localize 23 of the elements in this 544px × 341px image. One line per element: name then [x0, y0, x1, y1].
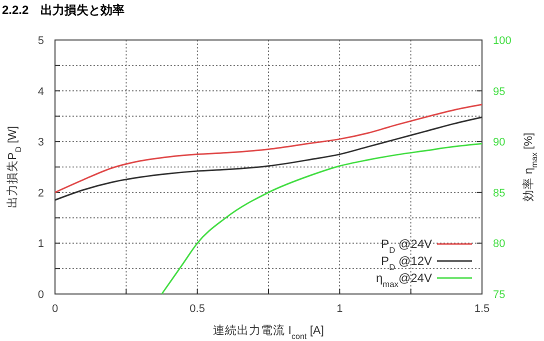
x-tick-label: 1	[336, 303, 343, 315]
x-axis-title: 連続出力電流 I$_{cont}$ [A]	[213, 323, 324, 340]
x-tick-label: 0.5	[190, 303, 205, 315]
chart-title: 2.2.2 出力損失と効率	[2, 3, 125, 17]
y-tick-label: 1	[38, 238, 44, 250]
x-tick-label: 0	[52, 303, 58, 315]
y-tick-label: 2	[38, 187, 44, 200]
y2-tick-label: 90	[493, 136, 506, 149]
line-series	[54, 104, 483, 194]
y2-tick-label: 75	[493, 289, 506, 301]
y2-tick-label: 85	[493, 187, 506, 200]
y-tick-label: 4	[38, 86, 44, 98]
legend-label: η$_{max}$@24V	[376, 271, 432, 289]
y2-tick-label: 80	[493, 238, 506, 250]
y-tick-label: 0	[38, 289, 44, 301]
legend-label: P$_{D}$ @24V	[381, 237, 432, 255]
y2-tick-label: 100	[493, 35, 512, 47]
legend-label: P$_{D}$ @12V	[381, 254, 432, 272]
y2-tick-label: 95	[493, 86, 506, 98]
y-tick-label: 3	[38, 136, 44, 149]
y-tick-label: 5	[38, 35, 44, 47]
x-tick-label: 1.5	[474, 303, 490, 315]
line-series	[161, 142, 483, 295]
